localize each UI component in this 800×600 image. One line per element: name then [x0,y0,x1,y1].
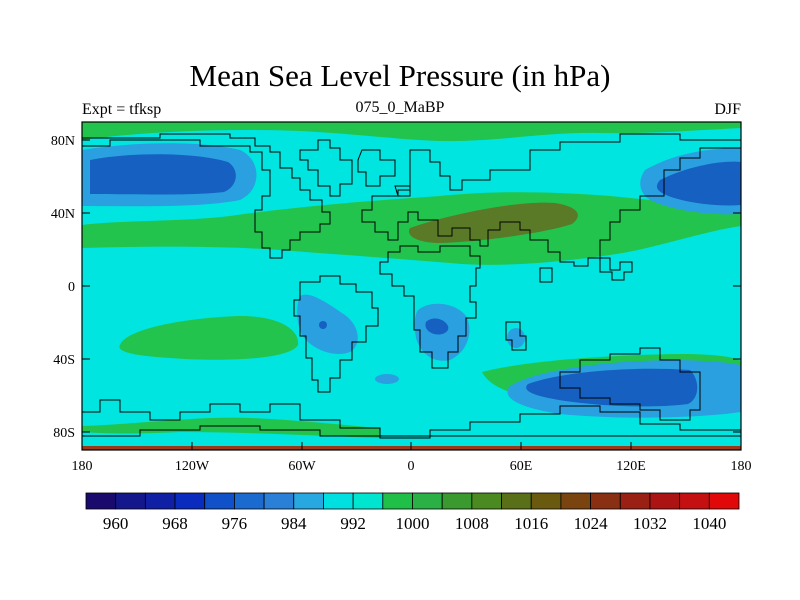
coastline-africa [379,245,481,369]
plot-title: Mean Sea Level Pressure (in hPa) [189,58,611,93]
coastline-south-america [293,275,379,393]
colorbar-swatch [263,492,295,510]
colorbar-swatch [115,492,146,510]
coastline-australia [559,347,701,421]
coastline-eurasia [361,133,741,267]
colorbar-swatch [649,492,681,510]
experiment-label: Expt = tfksp [82,101,162,118]
colorbar-swatch [352,492,384,510]
colorbar-label: 992 [340,514,366,533]
colorbar-label: 1016 [514,514,548,533]
colorbar-swatch [441,492,473,510]
lat-ticks [82,139,741,433]
coastline-arctic-islands [357,149,411,197]
lon-label: 120W [175,459,210,474]
coastlines [82,133,741,439]
lon-label: 60W [288,459,316,474]
low-core-south-africa [425,318,449,335]
colorbar-swatch [679,492,710,510]
low-region-south-atlantic [375,374,399,384]
colorbar-swatch [471,492,502,510]
low-region-north-atlantic-inner [656,161,741,206]
colorbar-label: 1008 [455,514,489,533]
colorbar-swatch [560,492,591,510]
colorbar-label: 1032 [633,514,667,533]
lon-label: 180 [731,459,752,474]
colorbar-swatch [323,492,354,510]
colorbar-swatch [412,492,443,510]
low-core-south-america [319,321,327,329]
colorbar-swatch [530,492,562,510]
colorbar-label: 1000 [396,514,430,533]
colorbar-swatch [85,492,117,510]
colorbar-labels: 960 968 976 984 992 1000 1008 1016 1024 1032 1040 [103,514,726,533]
colorbar-swatch [382,492,413,510]
lat-label: 40S [53,353,75,368]
colorbar [85,492,740,510]
high-band-north-dark [408,202,578,243]
colorbar-label: 1024 [574,514,609,533]
colorbar-label: 968 [162,514,188,533]
low-region-southern-ocean-inner [526,368,698,407]
colorbar-swatch [234,492,265,510]
lon-labels: 180 120W 60W 0 60E 120E 180 [72,459,752,474]
lon-label: 120E [616,459,646,474]
colorbar-label: 984 [281,514,307,533]
lon-ticks [81,442,742,450]
colorbar-swatch [204,492,235,510]
high-region-south-pacific [119,316,299,360]
coastline-north-america [82,133,331,259]
lon-label: 60E [510,459,533,474]
coastline-antarctica-inner [82,425,741,437]
colorbar-swatch [590,492,621,510]
colorbar-label: 960 [103,514,129,533]
colorbar-label: 976 [222,514,248,533]
coastline-greenland [299,139,353,197]
coastline-antarctica [82,399,741,439]
colorbar-swatch [501,492,532,510]
lat-label: 40N [51,207,75,222]
time-label: 075_0_MaBP [355,99,445,116]
coastline-southeast-asia [539,257,633,283]
lat-label: 80N [51,134,75,149]
lon-label: 180 [72,459,93,474]
low-region-madagascar [507,328,525,348]
coastline-madagascar [505,321,527,351]
pressure-field [82,122,741,450]
lon-label: 0 [408,459,415,474]
season-label: DJF [714,101,741,118]
colorbar-label: 1040 [692,514,726,533]
colorbar-swatch [293,492,324,510]
colorbar-swatch [144,492,176,510]
lat-labels: 80N 40N 0 40S 80S [51,134,75,441]
low-region-south-america [297,294,358,355]
colorbar-swatch [174,492,206,510]
colorbar-swatch [708,492,740,510]
high-strip-antarctic [82,417,380,438]
lat-label: 80S [53,426,75,441]
low-region-north-pacific-inner [90,154,236,195]
lat-label: 0 [68,280,75,295]
colorbar-swatch [619,492,651,510]
high-band-north-top [82,122,741,142]
